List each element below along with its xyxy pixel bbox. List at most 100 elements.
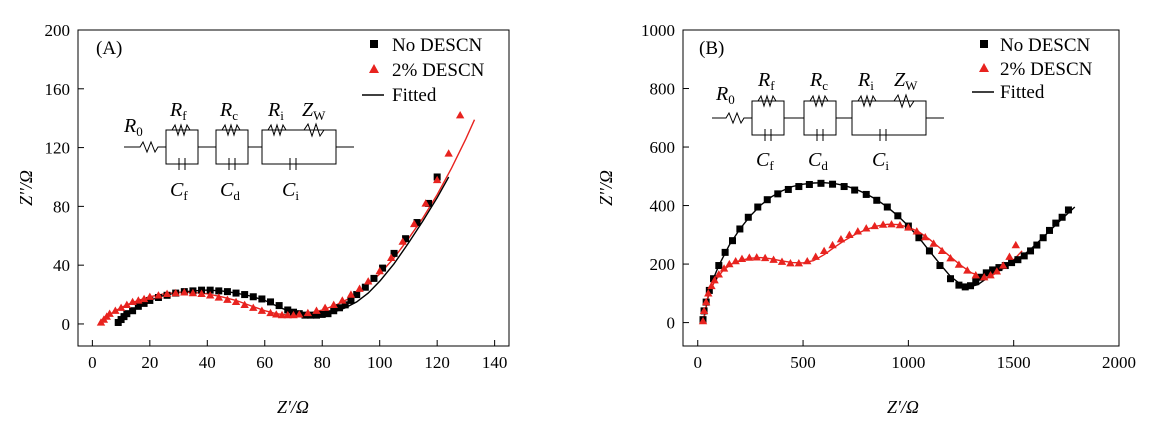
label-cd: Cd bbox=[220, 179, 240, 203]
data-point-no-descn bbox=[312, 311, 320, 319]
data-point-2-descn bbox=[375, 266, 384, 275]
rc-resistor bbox=[804, 94, 836, 108]
data-point-2-descn bbox=[786, 258, 795, 267]
label-zw: ZW bbox=[302, 99, 326, 123]
data-point-2-descn bbox=[272, 310, 281, 318]
data-point-no-descn bbox=[977, 273, 985, 281]
data-point-2-descn bbox=[704, 289, 713, 297]
data-point-2-descn bbox=[904, 223, 913, 231]
data-point-no-descn bbox=[347, 296, 355, 304]
data-point-2-descn bbox=[698, 316, 708, 325]
data-point-no-descn bbox=[829, 180, 837, 188]
x-tick-label: 120 bbox=[424, 353, 450, 372]
series-layer bbox=[96, 111, 476, 326]
data-point-2-descn bbox=[223, 295, 232, 303]
data-point-no-descn bbox=[402, 235, 410, 243]
panel-a: 0 20 40 60 80 100 120 140 0 40 80 120 160 200 (A) Z'… bbox=[16, 21, 510, 417]
data-point-2-descn bbox=[921, 232, 930, 241]
data-point-2-descn bbox=[444, 149, 453, 157]
data-point-no-descn bbox=[883, 203, 891, 211]
label-r0: R0 bbox=[123, 115, 143, 139]
y-tick-label: 0 bbox=[667, 314, 676, 333]
plot-frame bbox=[77, 29, 510, 347]
data-point-2-descn bbox=[707, 281, 716, 290]
data-point-2-descn bbox=[719, 264, 729, 272]
y-tick-label: 400 bbox=[650, 197, 676, 216]
data-point-2-descn bbox=[731, 256, 740, 265]
data-point-2-descn bbox=[895, 220, 905, 229]
data-point-no-descn bbox=[206, 286, 214, 294]
x-tick-label: 140 bbox=[482, 353, 508, 372]
data-point-2-descn bbox=[752, 253, 761, 261]
data-point-2-descn bbox=[737, 254, 747, 262]
legend: No DESCN 2% DESCN Fitted bbox=[362, 35, 485, 106]
data-point-no-descn bbox=[413, 219, 421, 227]
data-point-no-descn bbox=[754, 203, 762, 211]
data-point-2-descn bbox=[338, 296, 347, 304]
data-point-2-descn bbox=[205, 291, 215, 299]
y-axis-ticks: 0 40 80 120 160 200 bbox=[45, 21, 84, 334]
data-point-2-descn bbox=[214, 293, 223, 301]
data-point-no-descn bbox=[223, 288, 231, 296]
data-point-2-descn bbox=[386, 253, 396, 261]
data-point-2-descn bbox=[329, 300, 338, 308]
x-tick-label: 60 bbox=[256, 353, 273, 372]
data-point-no-descn bbox=[995, 264, 1003, 272]
data-point-no-descn bbox=[232, 289, 240, 297]
rc-cd-block bbox=[215, 129, 249, 165]
data-point-no-descn bbox=[925, 247, 933, 255]
data-point-2-descn bbox=[257, 306, 267, 314]
r0-resistor bbox=[712, 111, 752, 125]
legend-marker-triangle bbox=[979, 63, 989, 72]
rf-cf-block bbox=[751, 100, 785, 136]
zw-element bbox=[890, 93, 926, 109]
x-tick-label: 1000 bbox=[891, 353, 925, 372]
data-point-2-descn bbox=[887, 220, 896, 228]
data-point-no-descn bbox=[894, 212, 902, 220]
data-point-2-descn bbox=[105, 309, 114, 317]
data-point-2-descn bbox=[971, 270, 980, 279]
data-point-no-descn bbox=[275, 302, 283, 310]
data-point-2-descn bbox=[355, 284, 364, 292]
data-point-no-descn bbox=[318, 310, 326, 318]
data-point-no-descn bbox=[774, 190, 782, 198]
data-point-no-descn bbox=[784, 185, 792, 193]
label-rc: Rc bbox=[219, 99, 238, 123]
data-point-2-descn bbox=[862, 224, 871, 232]
data-point-no-descn bbox=[258, 295, 266, 303]
label-ci: Ci bbox=[282, 179, 299, 203]
data-point-no-descn bbox=[744, 213, 752, 221]
y-tick-label: 40 bbox=[53, 256, 70, 275]
legend-marker-square bbox=[370, 40, 378, 48]
legend-label-fitted: Fitted bbox=[1000, 82, 1045, 103]
x-tick-label: 1500 bbox=[997, 353, 1031, 372]
rf-resistor bbox=[752, 94, 784, 108]
equivalent-circuit bbox=[124, 122, 354, 170]
plot-frame bbox=[682, 29, 1120, 347]
data-point-no-descn bbox=[1020, 252, 1028, 260]
data-point-no-descn bbox=[425, 199, 433, 207]
data-point-2-descn bbox=[714, 270, 724, 278]
label-ri: Ri bbox=[267, 99, 284, 123]
data-point-no-descn bbox=[284, 306, 292, 314]
data-point-no-descn bbox=[967, 282, 975, 290]
ri-resistor bbox=[852, 94, 890, 108]
legend: No DESCN 2% DESCN Fitted bbox=[972, 35, 1093, 103]
data-point-no-descn bbox=[123, 310, 131, 318]
data-point-no-descn bbox=[715, 262, 723, 270]
data-point-2-descn bbox=[710, 275, 719, 284]
data-point-no-descn bbox=[946, 275, 954, 283]
data-point-no-descn bbox=[353, 291, 361, 299]
data-point-no-descn bbox=[721, 248, 729, 256]
data-point-no-descn bbox=[341, 301, 349, 309]
ri-resistor bbox=[262, 123, 300, 137]
data-point-2-descn bbox=[455, 111, 465, 119]
label-zw: ZW bbox=[894, 69, 918, 93]
data-point-no-descn bbox=[330, 307, 338, 315]
data-point-no-descn bbox=[1039, 234, 1047, 242]
data-point-no-descn bbox=[361, 283, 369, 291]
data-point-2-descn bbox=[992, 267, 1002, 275]
panel-label: (B) bbox=[699, 38, 724, 59]
data-point-2-descn bbox=[346, 290, 356, 298]
